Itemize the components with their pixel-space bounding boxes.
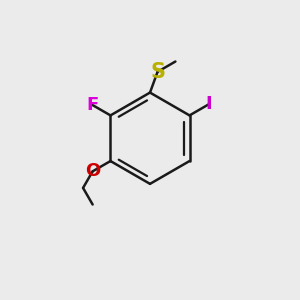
Text: S: S — [150, 62, 165, 82]
Text: F: F — [86, 96, 99, 114]
Text: O: O — [85, 162, 100, 180]
Text: I: I — [205, 95, 212, 113]
